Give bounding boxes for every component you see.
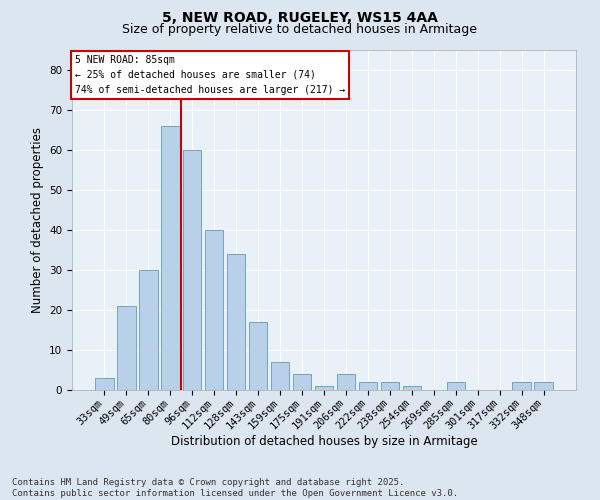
Bar (380, 382, 399, 390)
Bar (183, 150, 202, 390)
Bar (446, 382, 465, 390)
Bar (403, 386, 421, 390)
Text: Contains HM Land Registry data © Crown copyright and database right 2025.
Contai: Contains HM Land Registry data © Crown c… (12, 478, 458, 498)
Bar (314, 386, 334, 390)
Bar (161, 126, 179, 390)
Bar (293, 374, 311, 390)
Bar (95, 378, 113, 390)
Y-axis label: Number of detached properties: Number of detached properties (31, 127, 44, 313)
Bar (337, 374, 355, 390)
Bar (227, 254, 245, 390)
Text: 5, NEW ROAD, RUGELEY, WS15 4AA: 5, NEW ROAD, RUGELEY, WS15 4AA (162, 12, 438, 26)
Bar (271, 362, 289, 390)
Bar (249, 322, 268, 390)
Bar (139, 270, 158, 390)
X-axis label: Distribution of detached houses by size in Armitage: Distribution of detached houses by size … (170, 436, 478, 448)
Bar (117, 306, 136, 390)
Bar (205, 230, 223, 390)
Text: 5 NEW ROAD: 85sqm
← 25% of detached houses are smaller (74)
74% of semi-detached: 5 NEW ROAD: 85sqm ← 25% of detached hous… (74, 55, 345, 94)
Text: Size of property relative to detached houses in Armitage: Size of property relative to detached ho… (122, 22, 478, 36)
Bar (359, 382, 377, 390)
Bar (535, 382, 553, 390)
Bar (512, 382, 531, 390)
